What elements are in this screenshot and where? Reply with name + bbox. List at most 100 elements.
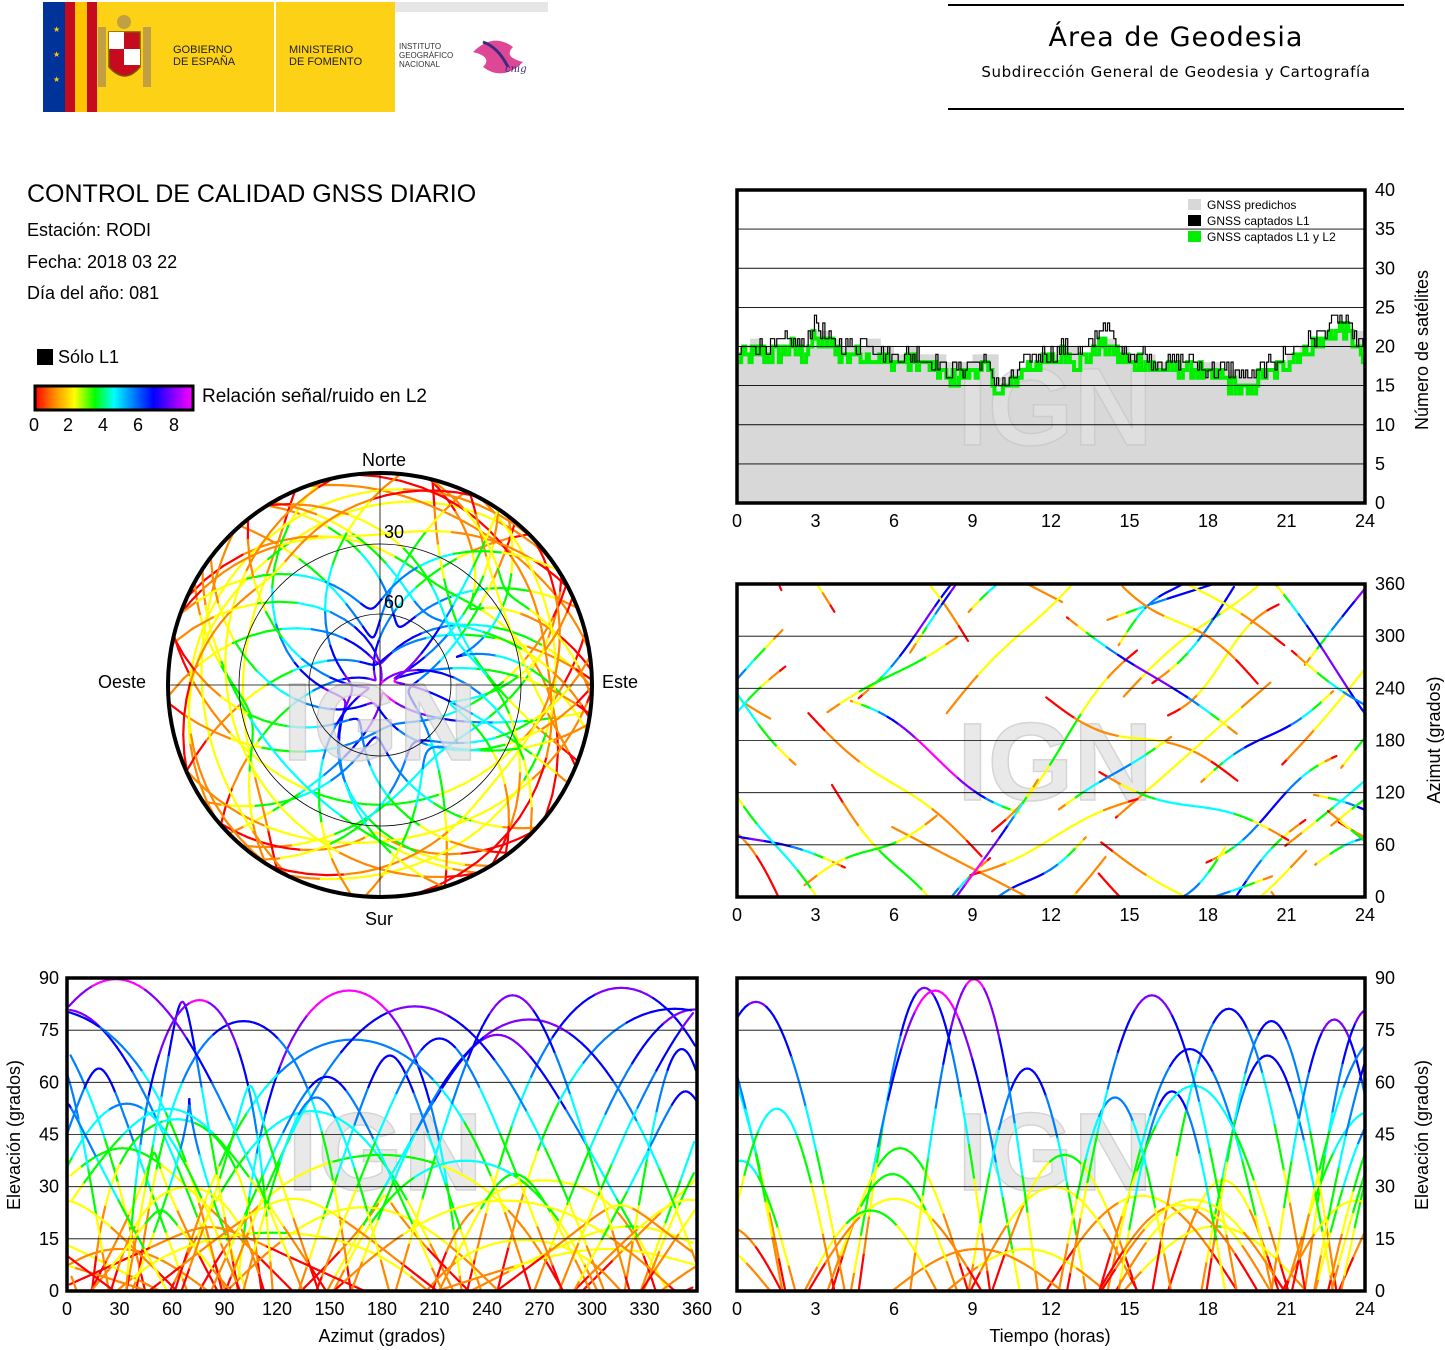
skyplot-track xyxy=(518,800,531,819)
azimuth-track xyxy=(723,686,725,688)
skyplot-track xyxy=(390,568,399,579)
azimuth-track xyxy=(649,627,651,628)
skyplot-track xyxy=(468,697,482,707)
skyplot-track xyxy=(226,537,232,547)
skyplot-track xyxy=(524,635,544,647)
skyplot-track xyxy=(423,876,445,889)
skyplot-track xyxy=(329,644,335,657)
coat-of-arms-icon xyxy=(98,15,151,87)
skyplot-track xyxy=(502,700,510,714)
azimuth-track xyxy=(695,787,697,790)
skyplot-tracks: IGN xyxy=(167,472,594,898)
skyplot-track xyxy=(509,674,521,684)
azimuth-track xyxy=(688,821,691,822)
azimuth-track xyxy=(683,785,686,789)
azimuth-track xyxy=(602,731,604,733)
skyplot-track xyxy=(491,577,496,587)
skyplot-track xyxy=(187,723,192,745)
elaz-track xyxy=(364,1139,372,1147)
skyplot-track xyxy=(408,708,420,715)
azimuth-track xyxy=(1385,820,1388,822)
skyplot-track xyxy=(233,705,250,716)
azimuth-track xyxy=(1414,737,1417,739)
skyplot-track xyxy=(442,796,447,813)
azimuth-xtick-label: 3 xyxy=(810,905,820,925)
azimuth-track xyxy=(1368,844,1370,846)
skyplot-track xyxy=(492,686,503,693)
azimuth-track xyxy=(1435,850,1438,851)
azimuth-track xyxy=(1438,826,1441,827)
elaz-track xyxy=(270,1077,277,1092)
elaz-track xyxy=(420,1225,428,1237)
colorbar-tick-4: 4 xyxy=(98,415,109,435)
skyplot-track xyxy=(356,498,372,506)
elaz-track xyxy=(400,1029,408,1041)
azimuth-track xyxy=(677,792,680,795)
azimuth-track xyxy=(1384,715,1387,718)
azimuth-track xyxy=(704,801,706,803)
skyplot-track xyxy=(292,664,307,672)
azimuth-track xyxy=(712,804,714,805)
skyplot-track xyxy=(336,661,343,671)
azimuth-track xyxy=(1399,856,1401,859)
skyplot-track xyxy=(372,875,384,888)
skyplot-track xyxy=(382,472,402,489)
azimuth-track xyxy=(614,873,616,874)
skyplot-track xyxy=(443,810,448,827)
skyplot-track xyxy=(484,550,504,554)
skyplot-track xyxy=(553,660,559,678)
skyplot-track xyxy=(307,877,322,880)
azimuth-track xyxy=(619,751,621,754)
azimuth-track xyxy=(593,721,595,723)
elaz-track xyxy=(477,1226,484,1245)
skyplot-track xyxy=(509,753,517,763)
report-title: CONTROL DE CALIDAD GNSS DIARIO xyxy=(27,180,477,208)
skyplot-track xyxy=(457,860,479,876)
skyplot-track xyxy=(453,615,458,624)
azimuth-track xyxy=(673,815,676,816)
skyplot-track xyxy=(187,714,192,735)
skyplot-track xyxy=(521,659,528,669)
azimuth-track xyxy=(1376,653,1378,656)
azimuth-track xyxy=(630,839,633,841)
elaz-track xyxy=(450,1212,455,1230)
skyplot-track xyxy=(470,812,484,820)
skyplot-track xyxy=(447,492,458,503)
skyplot-track xyxy=(421,628,435,635)
skyplot-track xyxy=(432,625,442,638)
azimuth-track xyxy=(671,839,673,842)
skyplot-track xyxy=(433,582,442,589)
skyplot-track xyxy=(307,528,318,538)
skyplot-track xyxy=(346,706,357,711)
skyplot-track xyxy=(212,639,219,653)
azimuth-track xyxy=(733,715,736,718)
azimuth-track xyxy=(700,796,702,799)
azimuth-track xyxy=(627,841,630,843)
azimuth-track xyxy=(667,805,670,808)
azimuth-track xyxy=(840,865,846,869)
azimuth-track xyxy=(654,819,657,822)
skyplot-track xyxy=(227,805,241,815)
skyplot-track xyxy=(492,831,509,849)
azimuth-track xyxy=(1381,717,1384,720)
azimuth-track xyxy=(1409,742,1412,744)
azimuth-track xyxy=(1418,605,1420,608)
azimuth-track xyxy=(1275,603,1280,607)
skyplot-track xyxy=(244,643,248,657)
skyplot-track xyxy=(350,484,362,488)
skyplot-track xyxy=(327,518,342,528)
skyplot-track xyxy=(263,812,268,823)
azimuth-track xyxy=(658,818,660,821)
gov-line1: GOBIERNO xyxy=(173,44,233,56)
azimuth-track xyxy=(606,735,608,737)
skyplot-track xyxy=(383,550,396,558)
skyplot-track xyxy=(517,557,527,565)
skyplot-track xyxy=(308,565,320,576)
skyplot-track xyxy=(437,748,445,756)
azimuth-track xyxy=(977,852,983,858)
azimuth-track xyxy=(686,633,688,635)
elaz-track xyxy=(485,1196,492,1214)
azimuth-track xyxy=(1268,875,1274,879)
azimuth-track xyxy=(1373,814,1376,816)
skyplot-track xyxy=(267,680,283,693)
